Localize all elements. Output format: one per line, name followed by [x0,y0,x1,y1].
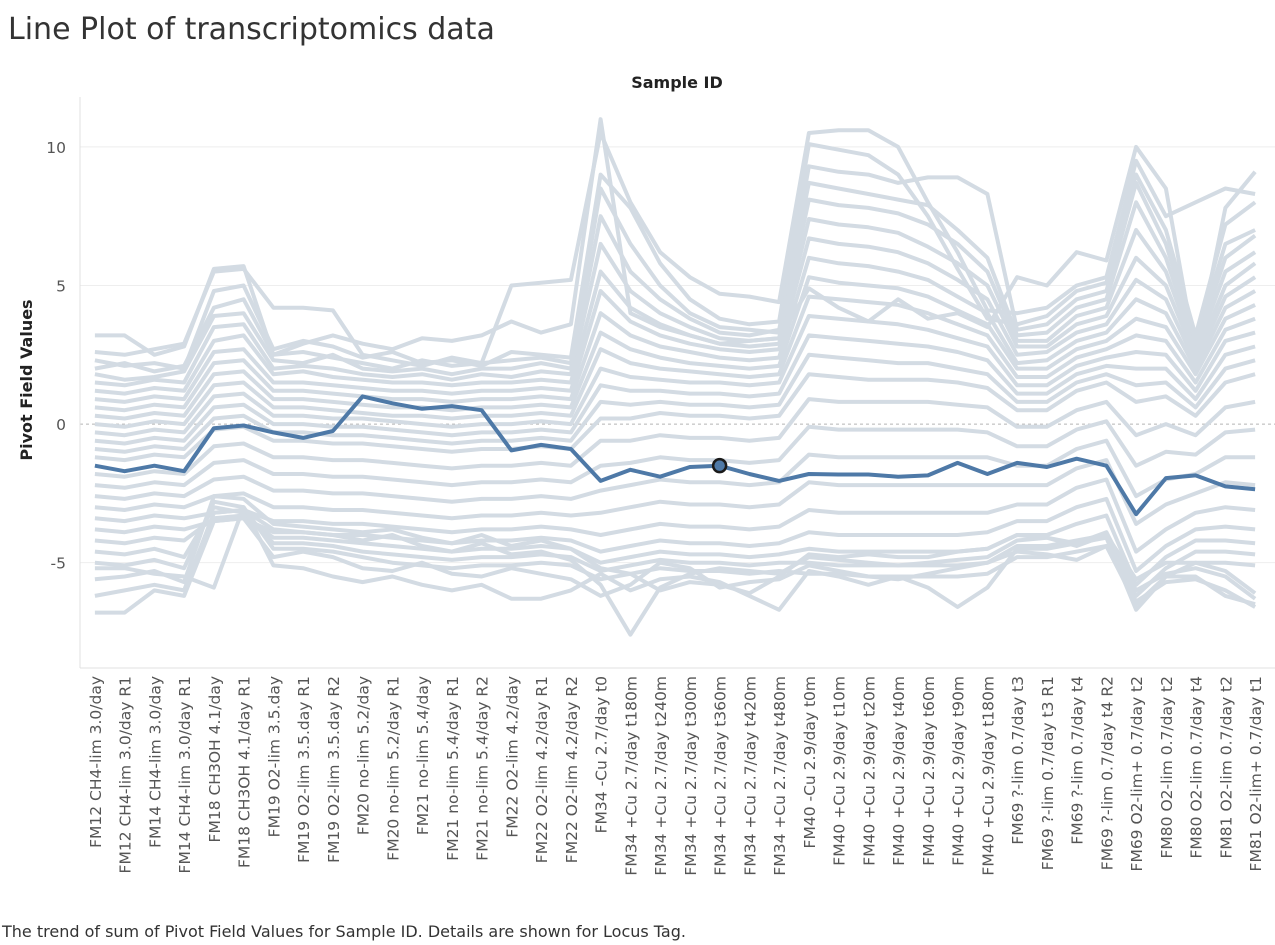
x-tick-label: FM21 no-lim 5.4/day R2 [474,676,492,861]
x-tick-label: FM21 no-lim 5.4/day R1 [444,676,462,861]
x-tick-label: FM69 O2-lim+ 0.7/day t2 [1128,676,1146,871]
x-tick-label: FM69 ?-lim 0.7/day t4 [1069,676,1087,845]
x-tick-label: FM22 O2-lim 4.2/day [503,676,521,838]
chart-caption: The trend of sum of Pivot Field Values f… [2,922,686,941]
x-tick-label: FM12 CH4-lim 3.0/day [87,676,105,848]
page-title: Line Plot of transcriptomics data [8,12,495,47]
highlighted-series-group [94,394,1256,517]
x-tick-label: FM18 CH3OH 4.1/day [206,676,224,842]
x-tick-label: FM81 O2-lim+ 0.7/day t1 [1247,676,1265,871]
x-tick-label: FM12 CH4-lim 3.0/day R1 [117,676,135,873]
x-tick-label: FM19 O2-lim 3.5.day R2 [325,676,343,863]
series-line-7[interactable] [94,217,1257,396]
x-tick-label: FM19 O2-lim 3.5.day [265,676,283,837]
x-tick-label: FM80 O2-lim 0.7/day t2 [1158,676,1176,858]
x-tick-label: FM21 no-lim 5.4/day [414,676,432,835]
series-line-22[interactable] [94,513,1256,587]
x-tick-label: FM80 O2-lim 0.7/day t4 [1188,676,1206,858]
y-axis-title: Pivot Field Values [17,299,36,460]
y-tick-label: 0 [56,416,66,434]
y-axis-ticks: 10 5 0 -5 [46,139,66,573]
x-tick-label: FM81 O2-lim 0.7/day t2 [1217,676,1235,858]
series-line-17[interactable] [94,419,1256,490]
axes [79,97,1275,669]
x-tick-label: FM19 O2-lim 3.5.day R1 [295,676,313,863]
series-line-18[interactable] [94,438,1256,504]
series-line-12[interactable] [94,314,1256,438]
series-line-2[interactable] [94,128,1256,368]
background-series [94,117,1257,637]
series-line-25[interactable] [94,505,1256,612]
x-tick-label: FM18 CH3OH 4.1/day R1 [236,676,254,868]
x-tick-label: FM40 +Cu 2.9/day t60m [920,676,938,866]
x-tick-label: FM34 +Cu 2.7/day t300m [682,676,700,876]
x-tick-label: FM34 +Cu 2.7/day t360m [712,676,730,876]
x-tick-label: FM20 no-lim 5.2/day [355,676,373,835]
x-tick-label: FM34 +Cu 2.7/day t240m [652,676,670,876]
x-tick-label: FM34 +Cu 2.7/day t420m [741,676,759,876]
series-line-5[interactable] [94,180,1257,382]
series-line-8[interactable] [94,236,1257,404]
x-tick-label: FM34 -Cu 2.7/day t0 [593,676,611,833]
series-line-13[interactable] [94,333,1256,446]
x-tick-label: FM40 +Cu 2.9/day t90m [950,676,968,866]
highlighted-series-line[interactable] [94,394,1256,517]
x-tick-label: FM14 CH4-lim 3.0/day R1 [176,676,194,873]
y-tick-label: -5 [51,555,66,573]
series-line-19[interactable] [94,458,1256,526]
series-line-14[interactable] [94,352,1256,454]
x-tick-label: FM40 -Cu 2.9/day t0m [801,676,819,848]
x-tick-label: FM14 CH4-lim 3.0/day [146,676,164,848]
x-tick-label: FM69 ?-lim 0.7/day t3 R1 [1039,676,1057,870]
series-line-26[interactable] [94,516,1257,615]
x-tick-label: FM40 +Cu 2.9/day t20m [860,676,878,866]
x-tick-label: FM34 +Cu 2.7/day t180m [622,676,640,876]
series-line-15[interactable] [94,372,1256,463]
x-tick-label: FM40 +Cu 2.9/day t180m [979,676,997,876]
selected-point-marker[interactable] [711,457,728,474]
series-line-11[interactable] [94,294,1256,429]
x-tick-label: FM69 ?-lim 0.7/day t3 [1009,676,1027,845]
x-tick-label: FM34 +Cu 2.7/day t480m [771,676,789,876]
series-line-10[interactable] [94,275,1256,421]
y-tick-label: 10 [46,139,66,157]
x-axis-ticks: FM12 CH4-lim 3.0/day FM12 CH4-lim 3.0/day… [87,676,1265,876]
series-line-16[interactable] [94,397,1256,479]
y-tick-label: 5 [56,277,66,295]
column-header: Sample ID [631,73,723,92]
series-line-6[interactable] [94,197,1257,388]
x-tick-label: FM22 O2-lim 4.2/day R2 [563,676,581,863]
line-chart: Sample ID Pivot Field Values 10 5 0 -5 FM12… [17,73,1275,876]
series-line-24[interactable] [94,499,1256,607]
x-tick-label: FM40 +Cu 2.9/day t10m [831,676,849,866]
series-line-3[interactable] [94,142,1257,371]
series-line-4[interactable] [94,164,1256,374]
x-tick-label: FM22 O2-lim 4.2/day R1 [533,676,551,863]
series-line-20[interactable] [94,477,1256,554]
x-tick-label: FM40 +Cu 2.9/day t40m [890,676,908,866]
series-line-27[interactable] [94,508,1257,637]
x-tick-label: FM20 no-lim 5.2/day R1 [384,676,402,861]
series-line-9[interactable] [94,255,1257,413]
x-tick-label: FM69 ?-lim 0.7/day t4 R2 [1098,676,1116,870]
series-line-28[interactable] [94,494,1257,596]
